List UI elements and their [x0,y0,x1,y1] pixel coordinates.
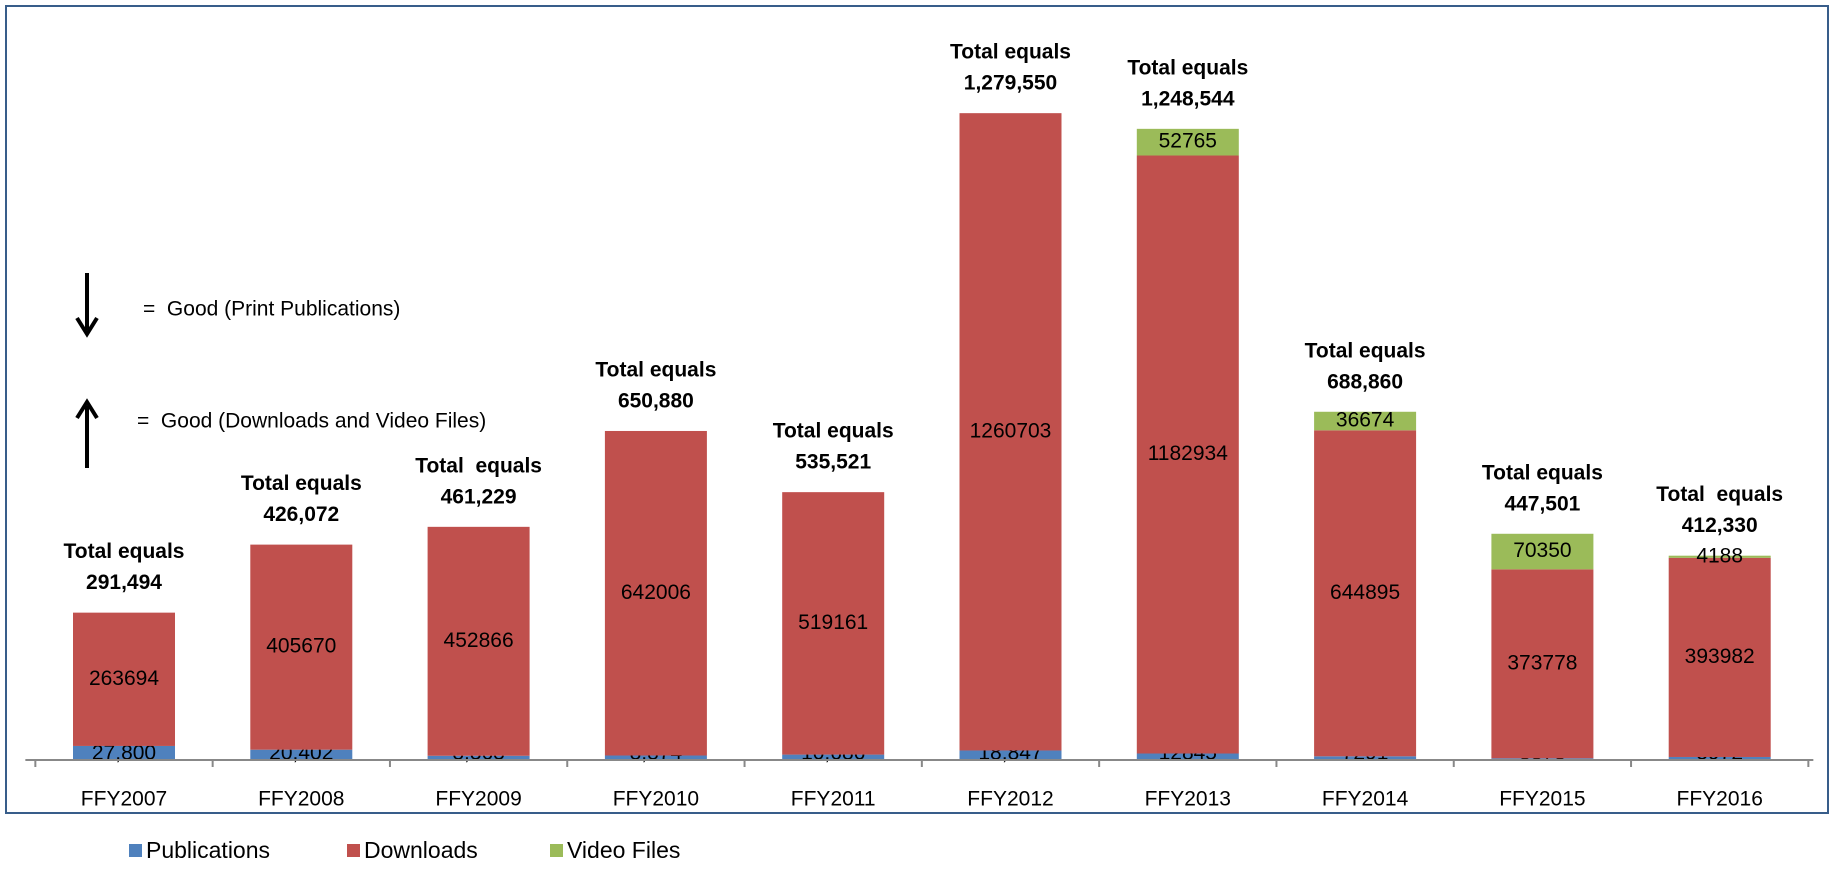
bar-segment [1668,557,1771,757]
data-label: 36674 [1336,409,1395,432]
x-tick-label: FFY2012 [967,788,1053,811]
chart-border [5,5,1829,814]
x-tick-label: FFY2007 [81,788,167,811]
data-label: 373778 [1507,651,1577,674]
legend-swatch [129,844,142,857]
bar-segment [1668,756,1771,760]
total-label: 1,279,550 [964,72,1057,95]
bar-segment [250,749,353,760]
total-label: 650,880 [618,390,694,413]
data-label: 452866 [444,629,514,652]
total-label: 535,521 [795,451,871,474]
bar-segment [1136,753,1239,760]
legend-label: Downloads [364,837,478,863]
bar-segment [782,492,885,755]
data-label: 4188 [1696,544,1743,567]
total-text: Total equals [595,359,716,382]
bar-segment [959,750,1062,760]
bar-segment [604,755,707,760]
data-label: 1260703 [970,419,1052,442]
bar-segment [782,754,885,760]
bar-segment [1491,533,1594,570]
data-label: 1182934 [1148,442,1229,465]
data-label: 405670 [266,635,336,658]
total-text: Total equals [773,420,894,443]
data-label: 70350 [1513,539,1571,562]
total-label: 1,248,544 [1141,87,1235,110]
total-text: Total equals [1482,461,1603,484]
total-label: 412,330 [1682,514,1758,537]
up-arrow [75,398,99,468]
x-tick-label: FFY2011 [791,788,876,811]
total-text: Total equals [950,41,1071,64]
total-text: Total equals [64,540,185,563]
total-text: Total equals [1127,56,1248,79]
bar-segment [1491,569,1594,759]
x-tick-label: FFY2014 [1322,788,1409,811]
bar-segment [427,526,530,756]
bar-segment [1314,430,1417,757]
legend-label: Video Files [567,837,680,863]
total-label: 447,501 [1504,492,1580,515]
bar-segment [1314,756,1417,760]
bar-segment [1136,128,1239,156]
data-label: 642006 [621,581,691,604]
down-arrow [75,273,99,338]
total-label: 426,072 [263,503,339,526]
total-text: Total equals [415,454,542,477]
annotation: = Good (Downloads and Video Files) [137,410,486,433]
bar-segment [427,755,530,760]
total-text: Total equals [241,472,362,495]
bar-segment [1136,155,1239,754]
x-tick-label: FFY2008 [258,788,344,811]
x-tick-label: FFY2009 [435,788,521,811]
total-label: 461,229 [441,485,517,508]
data-label: 52765 [1159,130,1217,153]
bar-segment [959,113,1062,751]
total-label: 688,860 [1327,370,1403,393]
x-tick-label: FFY2010 [613,788,699,811]
legend-swatch [550,844,563,857]
data-label: 393982 [1685,645,1755,668]
annotation: = Good (Print Publications) [143,298,400,321]
bar-segment [73,745,175,760]
x-tick-label: FFY2013 [1145,788,1231,811]
bar-segment [73,612,175,746]
data-label: 519161 [798,611,868,634]
bar-segment [250,544,353,750]
total-label: 291,494 [86,571,162,594]
x-tick-label: FFY2016 [1677,788,1763,811]
legend-label: Publications [146,837,270,863]
bar-segment [1668,555,1771,558]
legend-swatch [347,844,360,857]
bar-segment [604,430,707,756]
x-tick-label: FFY2015 [1499,788,1585,811]
total-text: Total equals [1656,483,1783,506]
data-label: 27,800 [92,742,156,765]
data-label: 644895 [1330,581,1400,604]
bar-segment [1314,411,1417,431]
data-label: 263694 [89,667,159,690]
total-text: Total equals [1305,339,1426,362]
